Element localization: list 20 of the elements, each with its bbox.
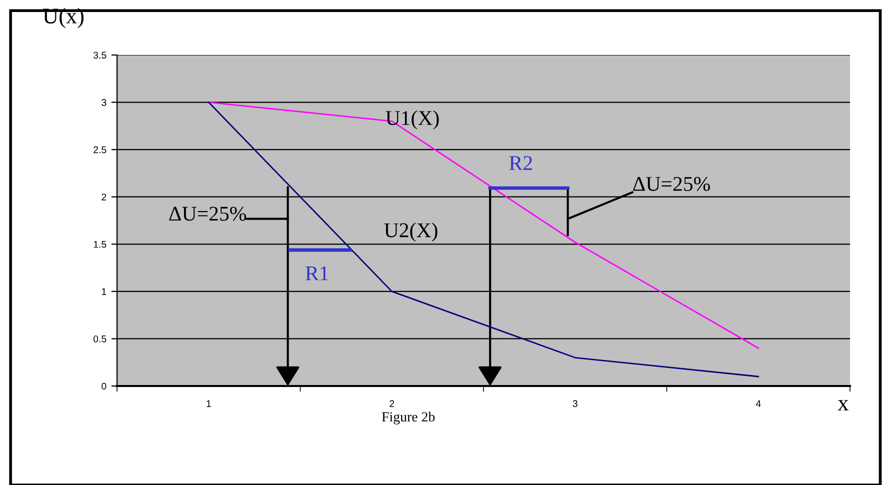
y-tick-label: 1 — [102, 288, 106, 295]
y-tick-label: 0 — [102, 382, 106, 390]
annotation: R2 — [509, 156, 532, 170]
y-tick-label: 2.5 — [94, 146, 106, 154]
y-tick-label: 3.5 — [93, 52, 106, 59]
x-tick-label: 1 — [206, 400, 211, 407]
y-tick-label: 2 — [102, 194, 106, 200]
x-axis-title: x — [838, 400, 848, 410]
series-label: U1(X) — [386, 110, 439, 130]
x-tick-label: 2 — [390, 400, 394, 407]
series-label: U2(X) — [384, 222, 438, 242]
annotation: ΔU=25% — [169, 206, 246, 221]
caption: Figure 2b — [382, 412, 435, 424]
x-tick-label: 4 — [756, 400, 761, 407]
y-tick-label: 3 — [102, 99, 106, 106]
x-tick-label: 3 — [572, 400, 578, 408]
annotation: ΔU=25% — [633, 176, 710, 192]
annotation: R1 — [306, 266, 328, 280]
y-tick-label: 1.5 — [94, 240, 106, 248]
y-tick-label: 0.5 — [93, 335, 106, 342]
